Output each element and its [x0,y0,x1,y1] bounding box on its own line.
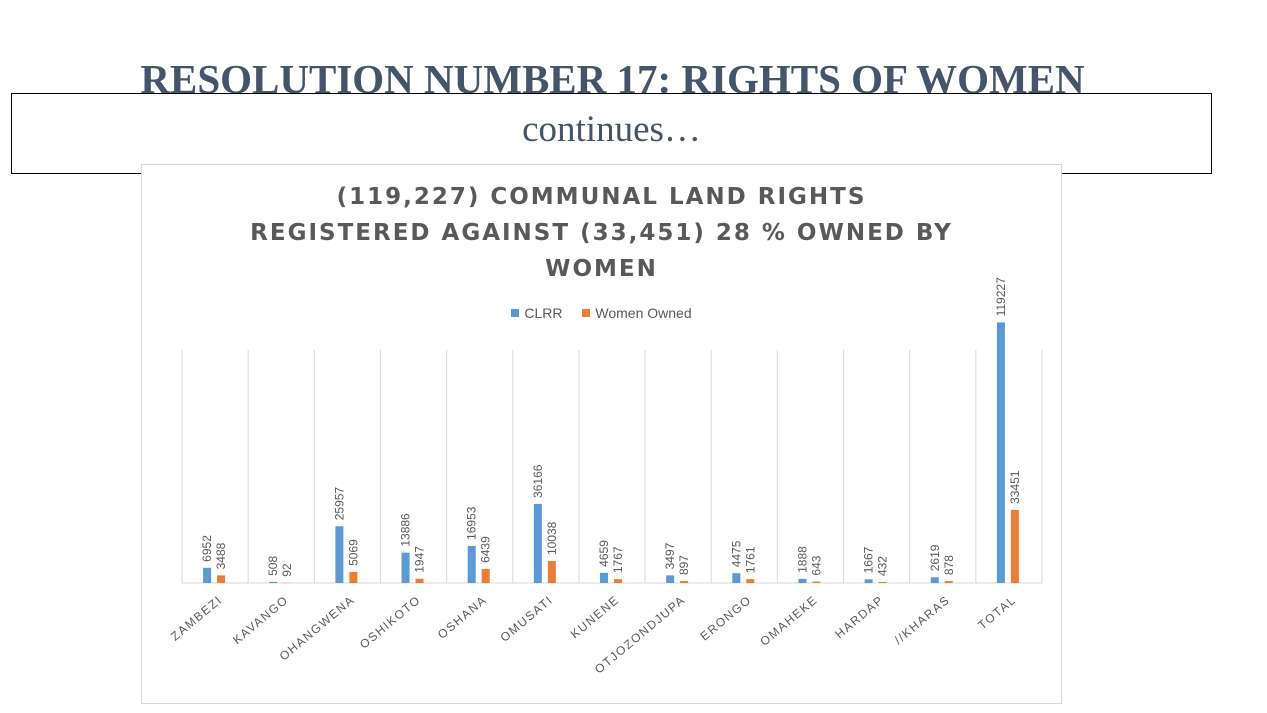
data-label: 92 [280,563,294,577]
legend-label-clrr: CLRR [524,305,563,321]
data-label: 3497 [663,542,677,569]
legend-swatch-clrr [511,309,520,318]
data-label: 33451 [1008,470,1022,504]
data-label: 432 [876,556,890,576]
data-label: 4659 [597,540,611,567]
bar-women-owned-hardap [878,582,887,583]
category-label: KAVANGO [230,593,291,647]
data-label: 1667 [862,546,876,573]
bar-clrr-omusati [533,503,542,583]
bar-women-owned-omusati [547,561,556,583]
data-label: 13886 [399,513,413,547]
bar-women-owned-erongo [746,579,755,583]
data-label: 878 [942,555,956,575]
data-label: 6439 [479,536,493,563]
bar-women-owned-otjozondjupa [680,581,689,583]
bar-clrr-kunene [600,572,608,583]
chart-legend: CLRR Women Owned [142,305,1061,321]
data-label: 119227 [994,277,1008,316]
bar-clrr-kharas [930,577,939,583]
data-label: 36166 [531,464,545,498]
data-label: 2619 [928,544,942,571]
bar-women-owned-oshikoto [415,578,424,583]
bar-women-owned-kharas [944,581,953,583]
bar-clrr-ohangwena [335,526,344,583]
bar-clrr-total [996,322,1005,583]
subtitle-box: continues… [11,93,1212,174]
legend-swatch-women-owned [582,309,591,318]
data-label: 4475 [729,540,743,567]
chart-title-line-2: REGISTERED AGAINST (33,451) 28 % OWNED B… [250,220,953,246]
data-label: 10038 [545,521,559,555]
bar-clrr-kavango [269,581,278,583]
category-label: //KHARAS [892,593,953,647]
data-label: 643 [809,555,823,575]
chart-area: (119,227) COMMUNAL LAND RIGHTS REGISTERE… [141,164,1062,704]
data-label: 1767 [611,546,625,573]
data-label: 6952 [200,535,214,562]
data-label: 16953 [465,506,479,540]
bar-women-owned-zambezi [217,575,226,583]
chart-title-line-1: (119,227) COMMUNAL LAND RIGHTS [336,184,867,210]
category-label: ZAMBEZI [168,593,225,644]
data-label: 3488 [214,542,228,569]
chart-title: (119,227) COMMUNAL LAND RIGHTS REGISTERE… [142,179,1061,287]
category-label: KUNENE [568,593,622,642]
bar-women-owned-oshana [481,568,490,583]
data-label: 508 [266,556,280,576]
data-label: 25957 [332,487,346,521]
legend-item-clrr: CLRR [511,305,563,321]
bar-clrr-oshikoto [401,552,410,583]
category-label: OSHIKOTO [357,593,424,652]
bar-women-owned-kunene [614,579,622,583]
bar-women-owned-total [1010,509,1019,583]
data-label: 5069 [346,539,360,566]
legend-item-women-owned: Women Owned [582,305,692,321]
data-label: 1888 [795,546,809,573]
category-label: HARDAP [832,593,886,642]
bar-women-owned-ohangwena [349,571,358,583]
bar-women-owned-omaheke [812,581,821,583]
category-label: TOTAL [975,593,1019,633]
legend-label-women-owned: Women Owned [595,305,692,321]
bar-clrr-zambezi [203,567,212,583]
category-label: OMUSATI [498,593,556,645]
bar-clrr-oshana [467,545,476,583]
bar-clrr-omaheke [798,578,807,583]
bar-clrr-erongo [732,573,741,583]
chart-title-line-3: WOMEN [545,256,658,282]
data-label: 1947 [413,546,427,573]
data-label: 1761 [743,546,757,573]
bar-clrr-hardap [864,579,873,583]
category-label: OSHANA [435,593,490,642]
category-label: ERONGO [697,593,754,644]
category-label: OMAHEKE [757,593,820,649]
data-label: 897 [677,555,691,575]
slide-subtitle: continues… [522,109,701,150]
bar-clrr-otjozondjupa [666,575,675,583]
